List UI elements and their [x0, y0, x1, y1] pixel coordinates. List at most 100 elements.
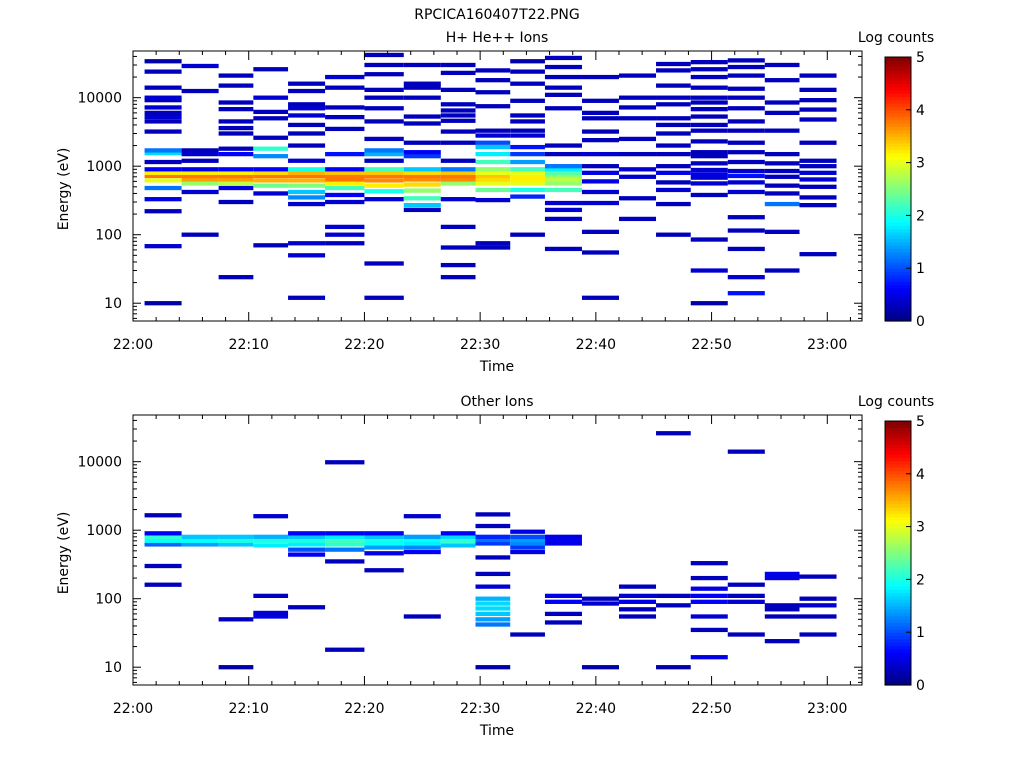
panel2-colorbar-tick-label: 5 [916, 414, 925, 430]
panel1-cell [440, 70, 476, 76]
panel2-colorbar-segment [885, 572, 911, 577]
panel1-cell [727, 246, 765, 252]
panel1-colorbar-segment [885, 60, 911, 65]
panel1-colorbar-segment [885, 301, 911, 306]
panel1-cell [403, 170, 441, 175]
panel1-cell [440, 113, 476, 118]
panel1-cell [253, 135, 289, 140]
panel1-cell [403, 173, 441, 179]
panel1-x-tick-label: 23:00 [807, 337, 847, 353]
panel2-cell [690, 575, 728, 581]
panel1-cell [288, 195, 326, 200]
panel2-colorbar-segment [885, 460, 911, 465]
panel1-colorbar-segment [885, 123, 911, 127]
panel1-cell [144, 167, 182, 172]
panel1-cell [181, 189, 219, 195]
panel2-cell [510, 534, 545, 539]
panel1-cell [403, 81, 441, 86]
panel2-xlabel: Time [479, 723, 514, 739]
panel1-colorbar-segment [885, 146, 911, 150]
panel1-cell [581, 170, 619, 175]
panel1-cell [440, 181, 476, 186]
panel2-cell [475, 512, 511, 517]
panel1-cell [288, 241, 326, 246]
panel1-cell [253, 116, 289, 121]
panel1-cell [475, 144, 511, 150]
panel1-cell [475, 167, 511, 172]
panel1-cell [288, 173, 326, 179]
panel2-cell [475, 617, 511, 622]
panel1-cell [510, 181, 545, 186]
panel1-cell [218, 173, 254, 179]
panel1-cell [656, 151, 691, 157]
panel1-colorbar-segment [885, 192, 911, 197]
panel2-colorbar-segment [885, 493, 911, 498]
panel1-cell [799, 252, 837, 257]
panel2-colorbar-segment [885, 487, 911, 491]
panel1-cell [581, 110, 619, 116]
panel1-cell [218, 167, 254, 172]
panel2-colorbar-segment [885, 539, 911, 544]
panel1-cell [510, 170, 545, 175]
panel2-colorbar-segment [885, 463, 911, 468]
panel2-colorbar-segment [885, 473, 911, 478]
panel2-cell [690, 614, 728, 619]
panel1-cell [218, 100, 254, 105]
panel1-cell [764, 161, 800, 166]
panel2-cell [253, 614, 289, 619]
panel1-cell [181, 167, 219, 172]
panel2-colorbar-segment [885, 549, 911, 554]
panel1-cell [144, 110, 182, 116]
panel1-cell [144, 59, 182, 64]
panel2-colorbar-segment [885, 513, 911, 518]
panel1-cell [581, 129, 619, 134]
panel2-colorbar-segment [885, 602, 911, 607]
panel1-cell [475, 159, 511, 165]
panel2-cell [544, 611, 582, 617]
panel2-colorbar-segment [885, 668, 911, 673]
panel1-colorbar-tick-label: 5 [916, 50, 925, 66]
panel1-cell [510, 187, 545, 193]
panel2-cell [218, 534, 254, 539]
panel1-cell [544, 173, 582, 179]
panel1-cell [181, 63, 219, 69]
panel1-colorbar-segment [885, 119, 911, 124]
panel2-cell [475, 541, 511, 546]
panel1-colorbar-segment [885, 235, 911, 240]
panel1-cell [218, 83, 254, 88]
panel1-cell [581, 74, 619, 80]
panel1-colorbar-segment [885, 284, 911, 289]
panel1-cell [475, 245, 511, 250]
panel1-colorbar-tick-label: 4 [916, 103, 925, 119]
panel1-cell [799, 107, 837, 112]
panel1-cell [440, 129, 476, 134]
panel1-cell [619, 105, 657, 110]
panel1-colorbar-segment [885, 231, 911, 236]
panel1-cell [144, 119, 182, 124]
panel1-cell [218, 199, 254, 205]
panel1-cell [144, 69, 182, 74]
panel2-colorbar-segment [885, 457, 911, 462]
panel2-cell [510, 545, 545, 550]
panel2-cell [218, 542, 254, 547]
panel1-colorbar-segment [885, 116, 911, 121]
panel1-cell [144, 105, 182, 110]
panel1-cell [364, 261, 404, 266]
panel2-cell [253, 514, 289, 519]
panel2-cell [253, 593, 289, 599]
panel1-cell [144, 98, 182, 103]
panel1-cell [510, 167, 545, 172]
panel1-cell [727, 159, 765, 165]
panel2-cell [218, 617, 254, 622]
panel1-cell [144, 85, 182, 90]
panel1-cell [253, 167, 289, 172]
panel1-x-tick-label: 22:40 [576, 337, 616, 353]
panel1-cell [764, 100, 800, 105]
panel1-cell [181, 181, 219, 186]
panel1-y-tick-label: 100 [95, 228, 122, 244]
panel1-colorbar-segment [885, 76, 911, 81]
panel2-cell [656, 665, 691, 670]
panel1-cell [510, 98, 545, 103]
panel1-cell [544, 64, 582, 70]
panel1-cell [288, 106, 326, 111]
